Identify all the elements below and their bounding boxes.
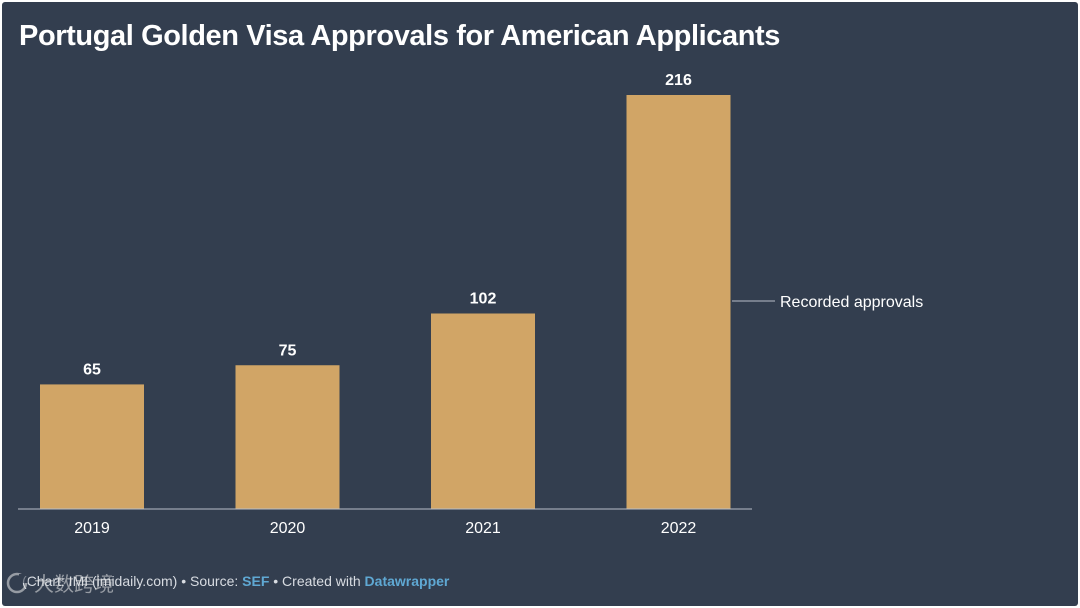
value-label-2021: 102: [470, 291, 497, 308]
bar-2022: [626, 95, 731, 509]
x-tick-label-2022: 2022: [661, 520, 697, 537]
x-tick-label-2021: 2021: [465, 520, 501, 537]
value-label-2022: 216: [665, 72, 692, 89]
value-label-2019: 65: [83, 361, 101, 378]
chart-footer: (Chart: IMI (imidaily.com) • Source: SEF…: [22, 573, 449, 589]
footer-separator-source: • Source:: [177, 573, 243, 589]
footer-separator-tool: • Created with: [269, 573, 365, 589]
annotation-label: Recorded approvals: [780, 294, 923, 311]
value-label-2020: 75: [279, 342, 297, 359]
chart-title: Portugal Golden Visa Approvals for Ameri…: [19, 20, 781, 52]
x-tick-labels-layer: 2019 2020 2021 2022: [74, 520, 696, 537]
footer-credit: (Chart: IMI (imidaily.com): [22, 573, 178, 589]
x-tick-label-2019: 2019: [74, 520, 110, 537]
source-link[interactable]: SEF: [242, 573, 270, 589]
x-tick-label-2020: 2020: [270, 520, 306, 537]
bar-2020: [235, 365, 340, 509]
value-labels-layer: 65 75 102 216: [83, 72, 692, 378]
bar-2019: [40, 384, 144, 509]
bar-2021: [431, 313, 535, 509]
datawrapper-link[interactable]: Datawrapper: [364, 573, 450, 589]
bars-layer: [40, 95, 731, 509]
series-annotation: Recorded approvals: [732, 294, 923, 311]
